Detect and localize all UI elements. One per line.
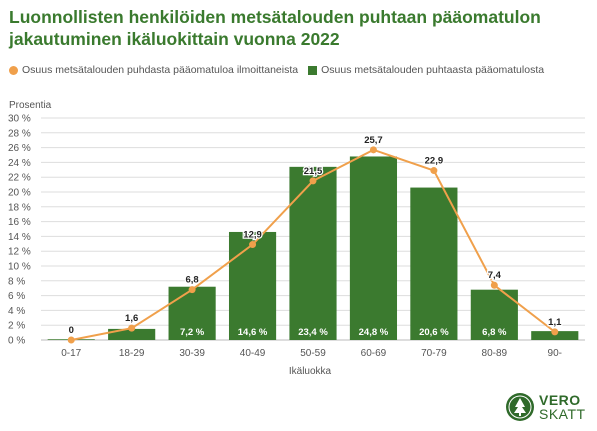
bar [531,331,579,340]
line-point [188,286,196,294]
line-point [369,146,377,154]
legend-bar-marker [308,65,318,75]
y-tick-label: 28 % [8,128,31,139]
y-tick-label: 24 % [8,158,31,169]
line-point [309,177,317,185]
y-tick-label: 14 % [8,232,31,243]
bar-value-label: 24,8 % [359,327,389,338]
x-tick-label: 30-39 [179,348,205,359]
line-value-label: 12,9 [243,230,262,241]
y-tick-label: 16 % [8,217,31,228]
y-tick-label: 0 % [8,336,25,347]
bar-value-label: 14,6 % [238,327,268,338]
y-tick-label: 20 % [8,188,31,199]
x-tick-label: 80-89 [482,348,508,359]
line-point [430,167,438,175]
y-tick-label: 18 % [8,202,31,213]
x-tick-label: 0-17 [61,348,81,359]
line-point [249,241,257,249]
y-tick-label: 2 % [8,321,25,332]
bar [168,286,216,340]
bar-value-label: 23,4 % [298,327,328,338]
line-value-label: 22,9 [425,156,444,167]
x-tick-label: 70-79 [421,348,447,359]
line-point [551,328,559,336]
bar [349,156,398,340]
bar-value-label: 7,2 % [180,327,205,338]
line-value-label: 1,6 [125,313,138,324]
bar [108,328,156,340]
line-value-label: 7,4 [488,270,502,281]
logo-line2: SKATT [539,406,586,422]
logo-text: VERO SKATT [539,393,586,421]
y-tick-label: 10 % [8,262,31,273]
y-tick-label: 22 % [8,173,31,184]
bar [410,187,458,340]
y-tick-label: 6 % [8,291,25,302]
bar-value-label: 6,8 % [482,327,507,338]
legend-item-bar: Osuus metsätalouden puhtaasta pääomatulo… [308,64,544,76]
tree-emblem-icon [506,393,534,421]
x-axis-label: Ikäluokka [288,366,332,377]
vero-skatt-logo: VERO SKATT [505,392,591,424]
legend-line-label: Osuus metsätalouden puhdasta pääomatuloa… [22,64,299,76]
line-value-label: 6,8 [186,275,199,286]
bar [228,231,277,340]
logo-line1: VERO [539,392,581,408]
y-tick-label: 4 % [8,306,25,317]
line-point [67,336,75,344]
line-value-label: 0 [69,325,74,336]
y-tick-label: 30 % [8,114,31,125]
line-point [490,281,498,289]
legend-item-line: Osuus metsätalouden puhdasta pääomatuloa… [9,64,298,76]
y-tick-label: 8 % [8,276,25,287]
bar [289,166,337,340]
line-value-label: 1,1 [548,317,562,328]
x-tick-label: 40-49 [240,348,266,359]
line-value-label: 25,7 [364,135,383,146]
legend-bar-label: Osuus metsätalouden puhtaasta pääomatulo… [321,64,545,76]
chart-legend: Osuus metsätalouden puhdasta pääomatuloa… [9,64,554,76]
y-tick-label: 12 % [8,247,31,258]
bar-value-label: 20,6 % [419,327,449,338]
y-axis-label: Prosentia [9,100,52,111]
x-tick-label: 60-69 [361,348,387,359]
x-tick-label: 90- [548,348,562,359]
x-tick-label: 18-29 [119,348,145,359]
chart-title: Luonnollisten henkilöiden metsätalouden … [9,7,541,49]
x-tick-label: 50-59 [300,348,326,359]
y-tick-label: 26 % [8,143,31,154]
line-point [128,324,136,332]
line-value-label: 21,5 [304,166,323,177]
legend-line-marker [9,65,18,75]
